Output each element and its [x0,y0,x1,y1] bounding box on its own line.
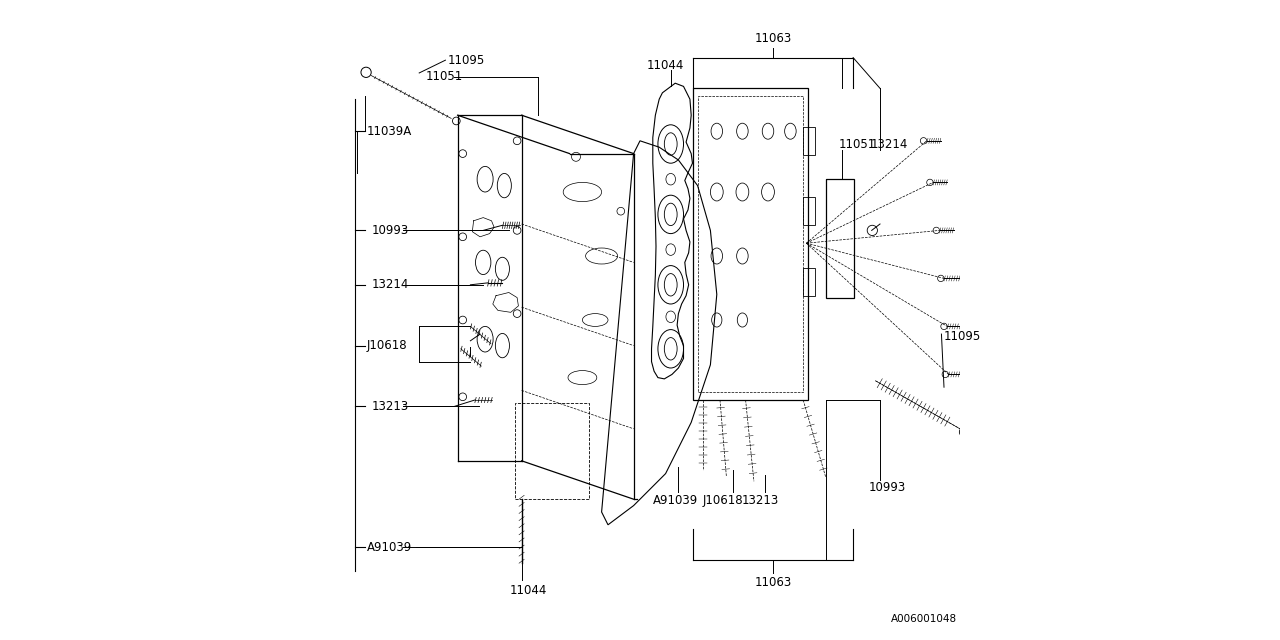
Text: 11039A: 11039A [367,125,412,138]
Text: J10618: J10618 [367,339,407,352]
Text: 10993: 10993 [869,481,906,494]
Text: 13213: 13213 [741,494,780,507]
Text: 13213: 13213 [371,400,408,413]
Text: 11063: 11063 [754,576,792,589]
Text: A91039: A91039 [367,541,412,554]
Text: 13214: 13214 [371,278,408,291]
Text: 13214: 13214 [870,138,908,150]
Text: 11095: 11095 [448,54,485,67]
Text: 11051: 11051 [425,70,463,83]
Text: 10993: 10993 [371,224,408,237]
Text: 11095: 11095 [945,330,982,342]
Text: 11044: 11044 [646,59,685,72]
Text: 11051: 11051 [838,138,876,150]
Text: 11063: 11063 [754,32,792,45]
Text: A006001048: A006001048 [891,614,957,624]
Text: J10618: J10618 [703,494,744,507]
Text: 11044: 11044 [509,584,547,596]
Text: A91039: A91039 [653,494,699,507]
